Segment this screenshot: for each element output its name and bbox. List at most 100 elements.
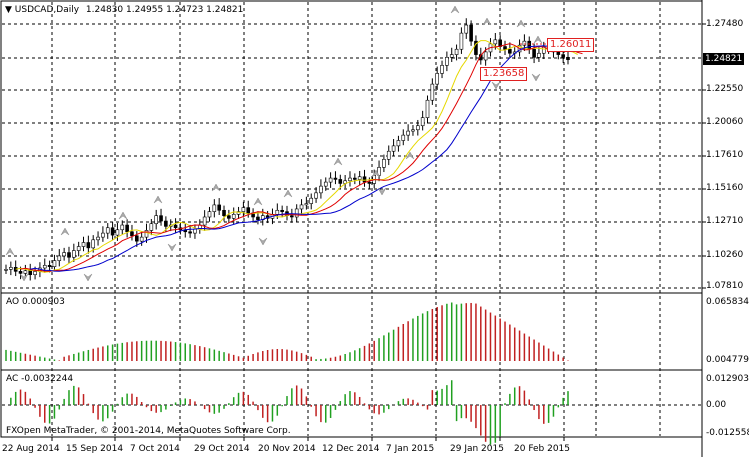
candle-body [382,158,386,168]
candle-body [227,215,231,219]
time-tick: 20 Feb 2015 [514,444,571,454]
candle-body [527,40,532,50]
candle-body [411,129,415,132]
fractal-arrow-icon [450,5,460,14]
fractal-arrow-icon [405,151,415,160]
candle-body [299,204,304,210]
candle-body [537,52,541,58]
candle-body [401,134,406,141]
candle-body [202,216,207,226]
high-price-tag: 1.26011 [547,38,595,52]
candle-body [435,73,439,85]
price-tick: 1.10260 [706,250,744,260]
candle-body [144,230,149,238]
candle-body [445,56,449,66]
fractal-arrow-icon [491,81,501,90]
time-tick: 29 Jan 2015 [450,444,504,454]
candle-body [130,231,134,237]
candle-body [135,235,139,242]
ac-axis-mid: 0.00 [706,400,727,410]
candle-body [81,242,86,247]
ao-indicator-label: AO 0.000903 [6,297,65,307]
fractal-arrow-icon [283,189,293,198]
candle-body [323,181,328,187]
candle-body [294,208,299,218]
candle-body [522,40,527,46]
candle-body [9,267,13,270]
candle-body [91,239,96,249]
candle-body [396,140,401,147]
candle-body [256,216,260,220]
fractal-arrow-icon [371,169,381,178]
candle-body [532,48,536,58]
fractal-arrow-icon [153,195,163,204]
fractal-arrow-icon [377,187,387,196]
low-price-tag: 1.23658 [480,67,528,81]
candle-body [459,32,464,50]
fractal-arrow-icon [19,273,29,282]
fractal-arrow-icon [482,17,492,26]
time-tick: 22 Aug 2014 [2,444,60,454]
candle-body [173,224,178,229]
ac-indicator-label: AC -0.0032244 [6,374,74,384]
candle-body [231,214,236,219]
candle-body [188,231,192,234]
dropdown-triangle-icon[interactable]: ▼ [5,5,12,15]
fractal-arrow-icon [333,157,343,166]
candle-body [304,203,309,206]
time-tick: 7 Oct 2014 [130,444,180,454]
ao-axis-bottom: 0.004779 [706,355,749,365]
fractal-arrow-icon [211,183,221,192]
candle-body [42,265,47,269]
candle-body [280,209,284,212]
fractal-arrow-icon [167,243,177,252]
time-tick: 29 Oct 2014 [194,444,250,454]
candle-body [101,232,105,238]
candle-body [508,48,512,54]
candle-body [18,271,23,274]
copyright-text: FXOpen MetaTrader, © 2001-2014, MetaQuot… [6,426,291,436]
fractal-arrow-icon [83,273,93,282]
ma-line-red [20,43,583,272]
candle-body [449,54,454,58]
candle-body [541,46,546,54]
candle-body [362,176,367,183]
candle-body [125,224,129,233]
candle-body [440,65,444,74]
price-tick: 1.12710 [706,216,744,226]
fractal-arrow-icon [5,247,15,256]
chart-frame [0,0,703,438]
candle-body [139,236,144,242]
time-tick: 15 Sep 2014 [66,444,124,454]
fractal-arrow-icon [258,237,268,246]
chart-header: ▼ USDCAD,Daily 1.24830 1.24955 1.24723 1… [5,5,243,15]
candle-body [57,255,62,261]
candle-body [328,177,333,183]
candle-body [275,209,280,215]
candle-body [67,252,71,258]
candle-body [62,252,66,257]
candle-body [566,56,570,61]
candle-body [454,48,459,55]
candle-body [246,207,251,214]
candle-body [28,270,33,276]
fractal-arrow-icon [533,35,543,44]
candle-body [348,177,352,182]
candle-body [193,228,197,234]
candle-body [217,204,221,211]
fractal-arrow-icon [118,211,128,220]
price-tick: 1.27480 [706,19,744,29]
symbol-label: USDCAD,Daily [14,5,80,15]
candle-body [420,117,425,127]
candle-body [357,176,362,180]
ohlc-label: 1.24830 1.24955 1.24723 1.24821 [85,5,244,15]
fractal-arrow-icon [531,73,541,82]
candle-body [333,177,338,180]
time-tick: 12 Dec 2014 [322,444,380,454]
candle-body [353,177,357,180]
candle-body [474,40,478,55]
price-tick: 1.07810 [706,281,744,291]
candle-body [4,269,8,271]
